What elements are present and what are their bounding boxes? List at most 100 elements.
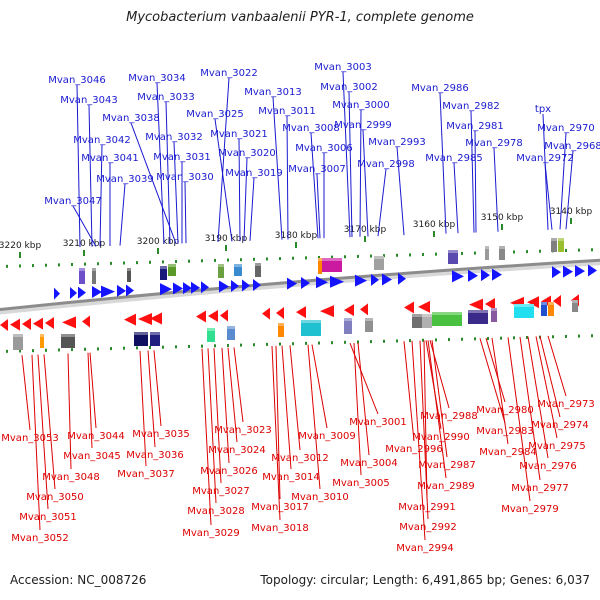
reverse-gene-arrow [553,295,561,308]
reverse-gene-label: Mvan_3018 [251,523,308,534]
scale-dot-upper [97,262,99,266]
reverse-gene-arrow [82,315,90,328]
gene-feature-box [234,264,242,276]
reverse-gene-label: Mvan_3005 [332,478,389,489]
forward-gene-arrow [588,264,597,277]
forward-gene-leader [184,181,187,244]
reverse-gene-leader [491,337,509,445]
reverse-gene-label: Mvan_3012 [271,453,328,464]
reverse-gene-leader [311,344,328,429]
forward-gene-leader [362,129,369,237]
gene-feature-highlight [541,302,547,305]
forward-gene-label: Mvan_3038 [102,113,159,124]
gene-feature-box [499,246,505,260]
scale-tick [433,231,435,237]
gene-feature-box [365,318,373,332]
reverse-gene-leader [507,337,531,502]
gene-feature-box [13,334,23,350]
scale-dot-upper [58,263,60,267]
forward-gene-arrow [452,270,464,283]
scale-dot-upper [331,255,333,259]
gene-feature-box [322,258,342,272]
forward-gene-arrow [101,285,115,298]
reverse-gene-leader [281,345,292,470]
gene-feature-box [278,323,284,337]
scale-dot-upper [578,248,580,252]
forward-gene-arrow [54,287,60,300]
reverse-gene-arrow [45,317,54,330]
gene-feature-box [134,332,148,346]
forward-gene-label: Mvan_3033 [137,92,194,103]
scale-tick [225,245,227,251]
reverse-gene-arrow [262,307,270,320]
gene-feature-highlight [514,304,534,307]
gene-feature-box [422,314,432,328]
scale-dot-upper [71,262,73,266]
scale-dot-upper [84,262,86,266]
scale-label: 3160 kbp [413,220,456,230]
forward-gene-arrow [330,275,344,288]
scale-dot-lower [357,340,359,344]
forward-gene-label: Mvan_3032 [145,132,202,143]
scale-dot-lower [253,343,255,347]
reverse-gene-leader [207,348,217,504]
scale-dot-lower [84,347,86,351]
reverse-gene-label: Mvan_3029 [182,528,239,539]
reverse-gene-leader [485,338,506,403]
reverse-gene-leader [139,350,147,467]
gene-feature-highlight [40,334,44,337]
scale-dot-upper [279,257,281,261]
gene-feature-box [127,268,131,282]
reverse-gene-leader [357,342,370,456]
forward-gene-arrow [371,273,379,286]
scale-dot-lower [513,336,515,340]
forward-gene-arrow [201,281,209,294]
reverse-gene-label: Mvan_3037 [117,469,174,480]
reverse-gene-leader [427,340,447,479]
reverse-gene-label: Mvan_3027 [192,486,249,497]
scale-dot-lower [578,334,580,338]
forward-gene-arrow [78,286,86,299]
gene-feature-highlight [448,250,458,253]
scale-dot-upper [6,264,8,268]
gene-feature-box [432,312,462,326]
forward-gene-label: Mvan_3011 [258,106,315,117]
reverse-gene-label: Mvan_3045 [63,451,120,462]
forward-gene-label: Mvan_3025 [186,109,243,120]
scale-dot-upper [539,249,541,253]
scale-dot-lower [552,335,554,339]
reverse-gene-leader [403,341,415,442]
forward-gene-arrow [355,274,367,287]
gene-feature-highlight [318,258,322,261]
forward-gene-arrow [301,276,310,289]
reverse-gene-leader [227,347,238,443]
reverse-gene-label: Mvan_2984 [479,447,536,458]
gene-feature-highlight [255,263,261,266]
scale-dot-upper [591,248,593,252]
reverse-gene-leader [419,340,429,520]
gene-feature-highlight [374,256,384,259]
gene-feature-box [40,334,44,348]
scale-dot-lower [292,342,294,346]
reverse-gene-arrow [360,303,368,316]
scale-dot-lower [214,344,216,348]
reverse-gene-arrow [485,297,495,310]
forward-gene-label: Mvan_3041 [81,153,138,164]
forward-gene-arrow [242,279,250,292]
forward-gene-label: Mvan_2985 [425,153,482,164]
reverse-gene-label: Mvan_3014 [262,472,319,483]
gene-feature-box [468,310,488,324]
forward-gene-leader [130,122,177,244]
scale-dot-lower [591,334,593,338]
reverse-gene-leader [43,354,56,490]
reverse-gene-leader [153,350,162,427]
gene-feature-highlight [160,266,167,269]
gene-feature-highlight [485,246,489,249]
scale-dot-upper [136,261,138,265]
reverse-gene-label: Mvan_3053 [1,433,58,444]
reverse-gene-label: Mvan_3026 [200,466,257,477]
track-shadow [0,259,600,315]
gene-feature-box [79,268,85,284]
scale-dot-upper [175,260,177,264]
